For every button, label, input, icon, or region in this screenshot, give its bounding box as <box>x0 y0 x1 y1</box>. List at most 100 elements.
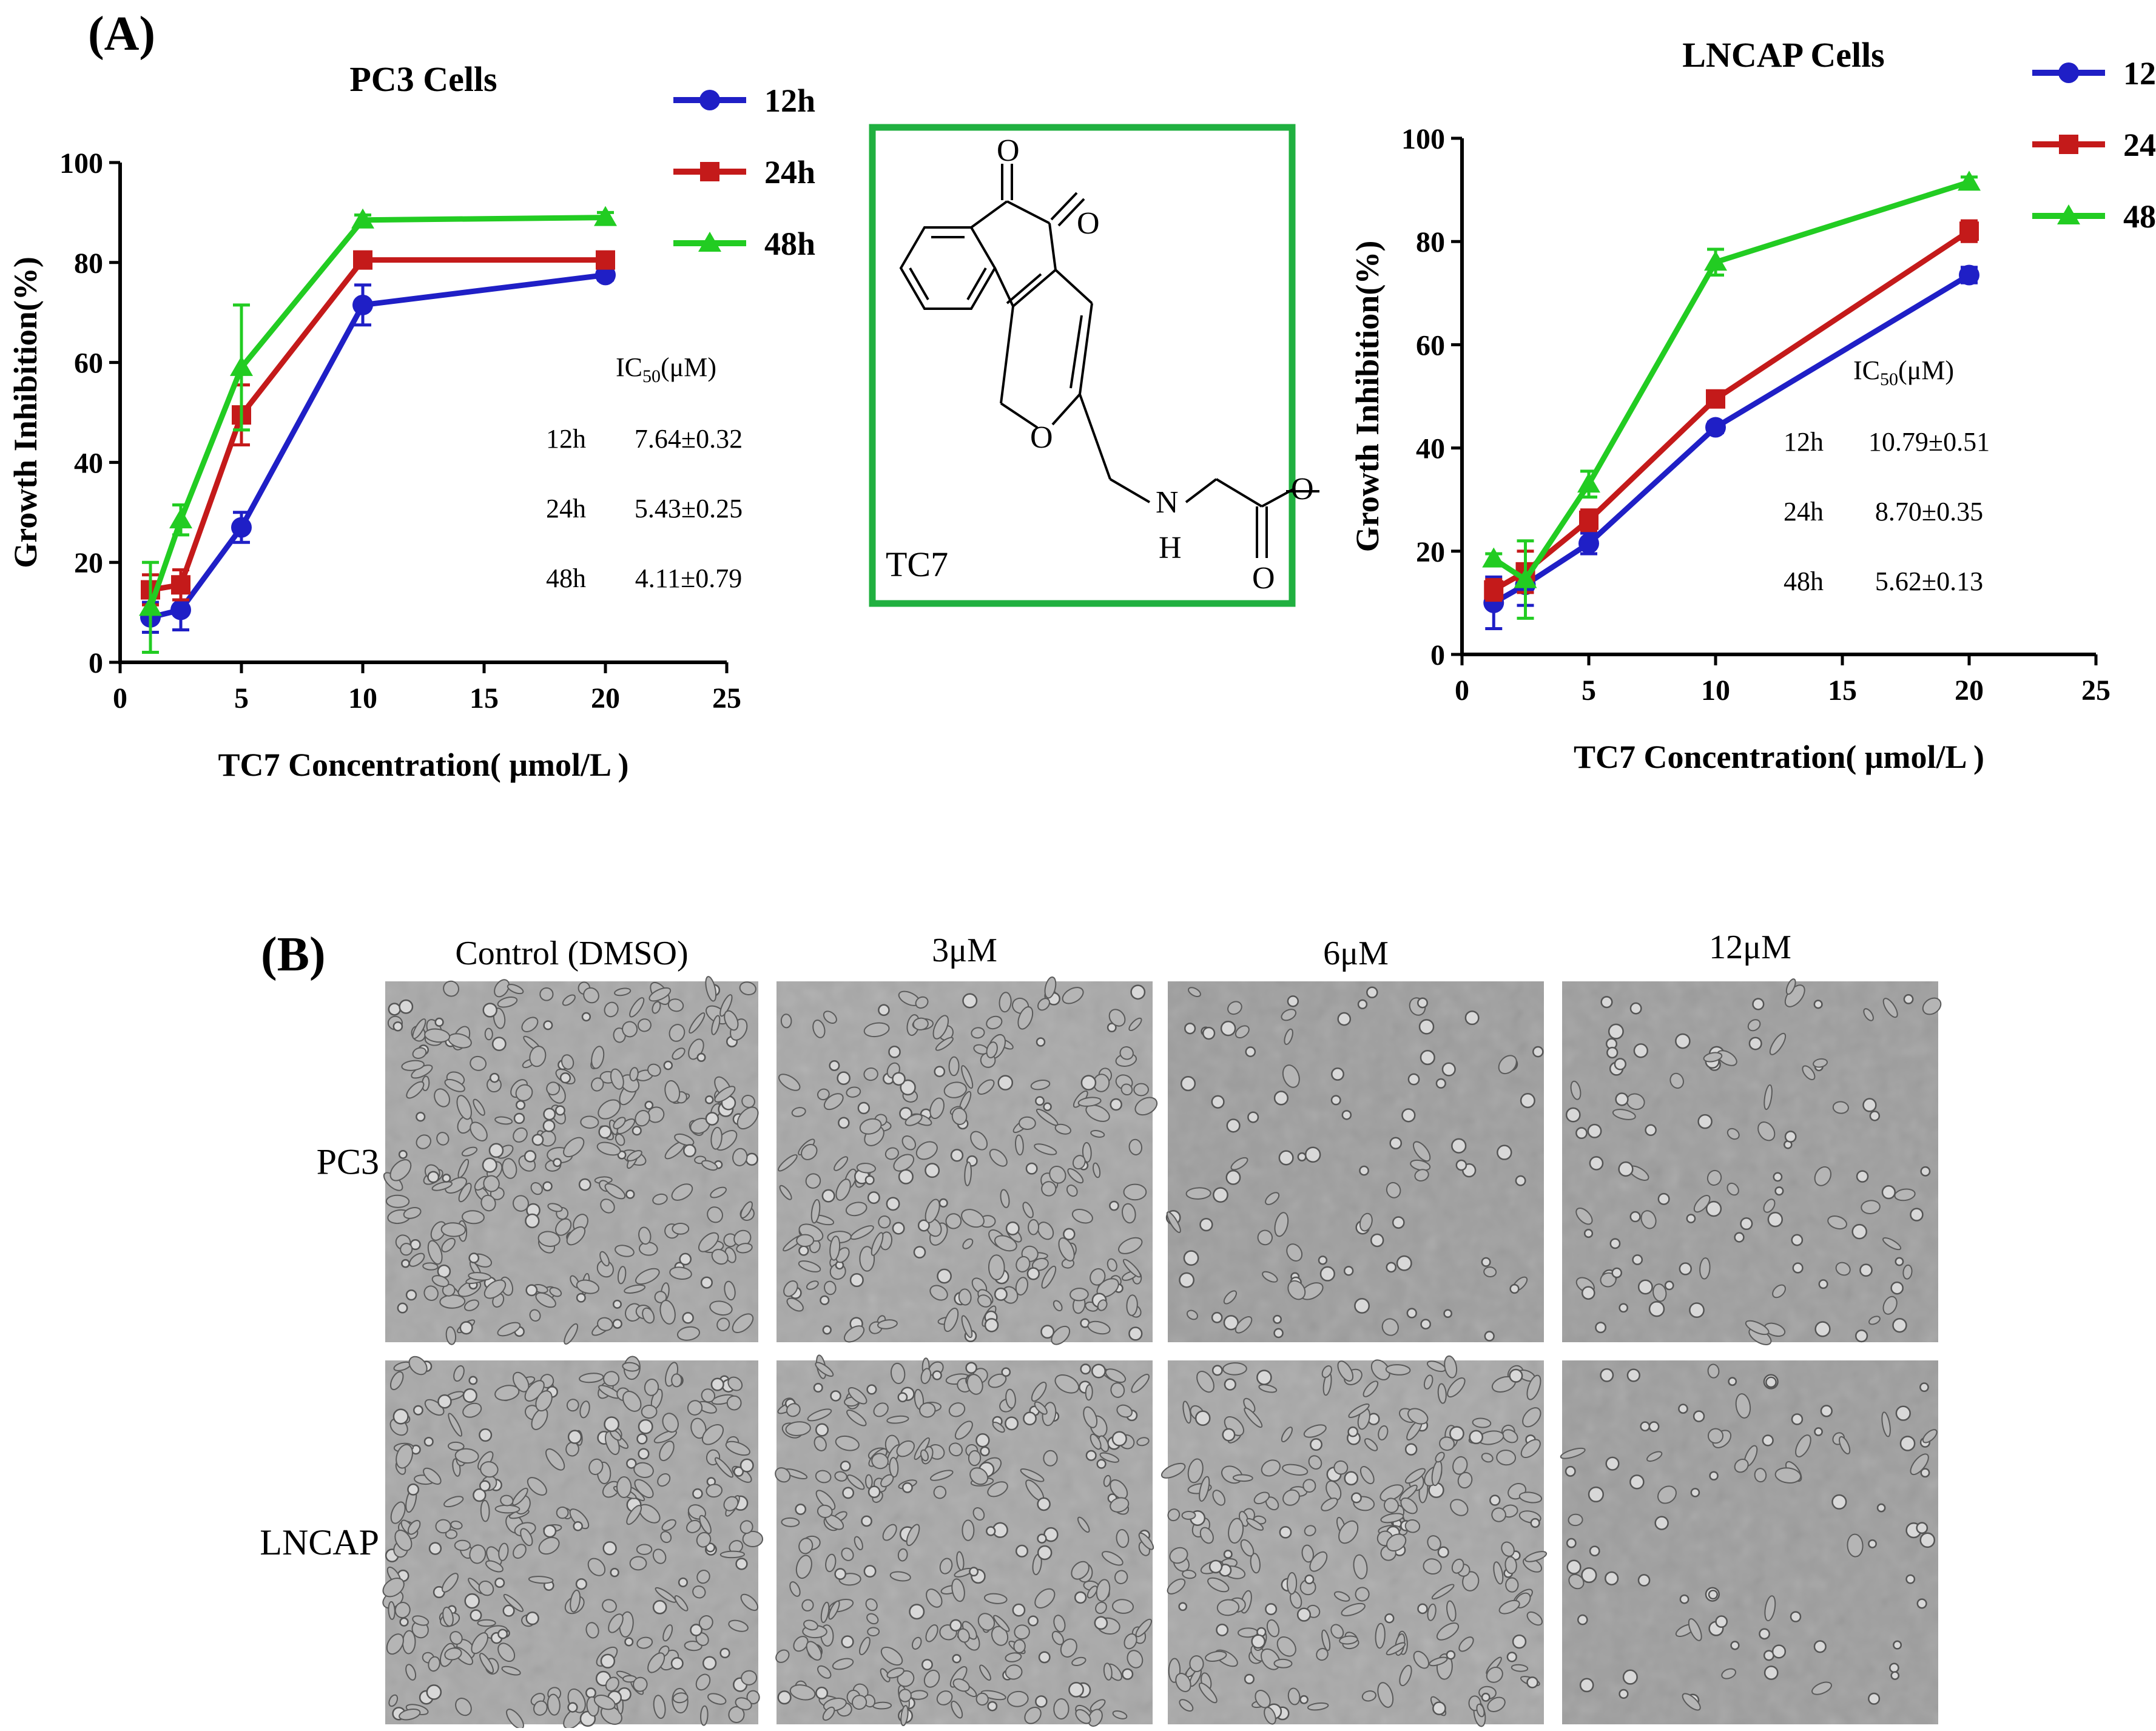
cell <box>1455 1159 1467 1171</box>
cell <box>1244 1407 1263 1428</box>
cell <box>719 1647 730 1659</box>
cell <box>591 1077 604 1092</box>
cell <box>1890 1281 1904 1295</box>
cell <box>1612 1109 1636 1120</box>
cell <box>962 993 978 1009</box>
cell <box>1035 1096 1045 1106</box>
cell <box>828 1600 840 1620</box>
cell <box>1354 1298 1370 1314</box>
cell <box>1128 1017 1142 1032</box>
cell <box>950 1149 964 1162</box>
cell <box>834 1568 847 1580</box>
cell <box>913 1246 926 1259</box>
cell <box>461 1146 478 1157</box>
cell <box>1321 1365 1332 1379</box>
cells <box>382 1356 764 1730</box>
cell <box>513 1195 529 1212</box>
cell <box>459 1321 473 1335</box>
cell <box>1404 1468 1426 1484</box>
cell <box>1068 1681 1084 1698</box>
cell <box>416 1134 431 1149</box>
cell <box>951 1700 963 1719</box>
cell <box>1355 1587 1370 1602</box>
cell <box>1343 1266 1354 1276</box>
micrograph-texture <box>1168 981 1544 1342</box>
cell <box>659 1440 675 1462</box>
cell <box>567 1430 582 1444</box>
cell <box>1199 1682 1218 1704</box>
cell <box>412 1018 426 1040</box>
cell <box>1122 1203 1136 1224</box>
cell <box>407 1483 420 1496</box>
cell <box>943 1308 959 1333</box>
cell <box>562 994 576 1006</box>
cell <box>1183 1250 1199 1266</box>
cell <box>1053 1698 1070 1720</box>
cell <box>1754 1468 1767 1483</box>
cell <box>664 1080 681 1103</box>
cell <box>388 1003 401 1016</box>
cell <box>1235 1316 1253 1334</box>
cell <box>556 1506 569 1519</box>
cell <box>494 979 510 998</box>
cell <box>977 1613 995 1631</box>
cell <box>815 1686 829 1699</box>
cell <box>503 1594 524 1612</box>
cell <box>520 1528 533 1547</box>
cell <box>637 1018 652 1032</box>
cell <box>1181 1511 1196 1520</box>
cell <box>1085 1384 1093 1401</box>
cell <box>847 1386 867 1405</box>
cell <box>1251 1634 1266 1649</box>
cell <box>1832 1101 1849 1114</box>
cell <box>423 1285 439 1301</box>
cell <box>1526 1611 1543 1626</box>
cell <box>866 1384 877 1395</box>
cell <box>1377 1682 1394 1708</box>
cell <box>859 1118 882 1135</box>
cell <box>482 1003 497 1018</box>
cell <box>1005 1221 1020 1235</box>
cell <box>1005 1388 1016 1409</box>
cell <box>549 1287 562 1297</box>
cell <box>1632 1254 1643 1265</box>
data-point <box>169 508 192 529</box>
cell <box>1077 1097 1102 1107</box>
cell <box>690 1624 702 1636</box>
cell <box>1093 1162 1101 1178</box>
cell <box>696 1052 706 1062</box>
legend-item-12h: 12h <box>2032 55 2156 92</box>
cell <box>1037 1545 1053 1561</box>
cell <box>949 1619 962 1632</box>
cell <box>843 1325 865 1343</box>
cell <box>1041 1265 1057 1289</box>
cell <box>617 1266 627 1285</box>
legend-item-48h: 48h <box>2032 198 2156 235</box>
cell <box>652 1599 667 1615</box>
cell <box>638 1226 652 1245</box>
cells <box>1161 1355 1548 1727</box>
cell <box>479 1653 494 1674</box>
ic50-value: 4.11±0.79 <box>635 563 743 593</box>
cell <box>1764 1665 1779 1680</box>
cell <box>872 1701 892 1710</box>
cell <box>1128 1138 1143 1155</box>
cell <box>700 1705 709 1726</box>
data-point <box>171 575 190 595</box>
cell <box>1868 1316 1881 1325</box>
cell <box>739 1520 753 1534</box>
cell <box>1110 1382 1125 1398</box>
cell <box>1316 1648 1329 1661</box>
cell <box>1726 1182 1739 1196</box>
cell <box>1253 1491 1270 1505</box>
cell <box>1049 1165 1066 1184</box>
cell <box>1813 1640 1827 1653</box>
cell <box>1028 1615 1039 1627</box>
cell <box>687 1400 703 1416</box>
cell <box>1498 1599 1520 1615</box>
cell <box>667 998 684 1012</box>
cell <box>1110 1497 1130 1513</box>
cell <box>567 1702 578 1713</box>
cell <box>1693 1195 1711 1213</box>
